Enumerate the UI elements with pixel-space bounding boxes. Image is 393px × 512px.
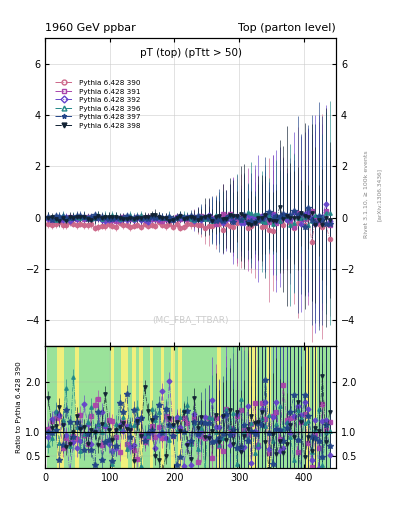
- Bar: [61, 346, 64, 468]
- Bar: [139, 346, 143, 468]
- Bar: [150, 346, 153, 468]
- Bar: [217, 346, 221, 468]
- Bar: [50, 346, 54, 468]
- Bar: [160, 346, 164, 468]
- Bar: [100, 346, 104, 468]
- Bar: [224, 346, 228, 468]
- Bar: [321, 346, 324, 468]
- Bar: [264, 346, 267, 468]
- Bar: [288, 346, 292, 468]
- Bar: [57, 346, 61, 468]
- Bar: [257, 346, 260, 468]
- Bar: [242, 346, 246, 468]
- Bar: [307, 346, 310, 468]
- Bar: [64, 346, 68, 468]
- Bar: [203, 346, 207, 468]
- Text: Rivet 3.1.10, ≥ 100k events: Rivet 3.1.10, ≥ 100k events: [364, 151, 369, 239]
- Bar: [153, 346, 157, 468]
- Bar: [47, 346, 50, 468]
- Bar: [129, 346, 132, 468]
- Bar: [214, 346, 217, 468]
- Text: pT (top) (pTtt > 50): pT (top) (pTtt > 50): [140, 48, 242, 58]
- Bar: [250, 346, 253, 468]
- Bar: [168, 346, 171, 468]
- Bar: [221, 346, 224, 468]
- Bar: [228, 346, 232, 468]
- Bar: [182, 346, 185, 468]
- Bar: [193, 346, 196, 468]
- Bar: [210, 346, 214, 468]
- Bar: [246, 346, 250, 468]
- Bar: [328, 346, 331, 468]
- Bar: [299, 346, 303, 468]
- Bar: [260, 346, 264, 468]
- Bar: [253, 346, 257, 468]
- Bar: [125, 346, 129, 468]
- Text: (MC_FBA_TTBAR): (MC_FBA_TTBAR): [152, 315, 229, 324]
- Bar: [285, 346, 288, 468]
- Bar: [111, 346, 114, 468]
- Bar: [189, 346, 193, 468]
- Bar: [232, 346, 235, 468]
- Bar: [121, 346, 125, 468]
- Bar: [239, 346, 242, 468]
- Bar: [271, 346, 274, 468]
- Bar: [114, 346, 118, 468]
- Bar: [96, 346, 100, 468]
- Bar: [164, 346, 168, 468]
- Bar: [146, 346, 150, 468]
- Bar: [278, 346, 281, 468]
- Text: 1960 GeV ppbar: 1960 GeV ppbar: [45, 23, 136, 33]
- Bar: [235, 346, 239, 468]
- Bar: [72, 346, 75, 468]
- Bar: [157, 346, 160, 468]
- Bar: [267, 346, 271, 468]
- Bar: [200, 346, 203, 468]
- Bar: [79, 346, 82, 468]
- Bar: [317, 346, 321, 468]
- Bar: [75, 346, 79, 468]
- Bar: [68, 346, 72, 468]
- Bar: [132, 346, 136, 468]
- Bar: [292, 346, 296, 468]
- Bar: [104, 346, 107, 468]
- Bar: [86, 346, 89, 468]
- Legend: Pythia 6.428 390, Pythia 6.428 391, Pythia 6.428 392, Pythia 6.428 396, Pythia 6: Pythia 6.428 390, Pythia 6.428 391, Pyth…: [55, 79, 141, 130]
- Text: [arXiv:1306.3436]: [arXiv:1306.3436]: [377, 168, 382, 221]
- Bar: [136, 346, 139, 468]
- Bar: [118, 346, 121, 468]
- Bar: [303, 346, 307, 468]
- Bar: [171, 346, 175, 468]
- Bar: [274, 346, 278, 468]
- Bar: [89, 346, 93, 468]
- Bar: [296, 346, 299, 468]
- Bar: [310, 346, 314, 468]
- Bar: [93, 346, 96, 468]
- Bar: [107, 346, 111, 468]
- Bar: [143, 346, 146, 468]
- Bar: [324, 346, 328, 468]
- Bar: [82, 346, 86, 468]
- Bar: [196, 346, 200, 468]
- Text: Top (parton level): Top (parton level): [238, 23, 336, 33]
- Bar: [178, 346, 182, 468]
- Bar: [314, 346, 317, 468]
- Bar: [175, 346, 178, 468]
- Bar: [185, 346, 189, 468]
- Bar: [207, 346, 210, 468]
- Y-axis label: Ratio to Pythia 6.428 390: Ratio to Pythia 6.428 390: [16, 361, 22, 453]
- Bar: [281, 346, 285, 468]
- Bar: [54, 346, 57, 468]
